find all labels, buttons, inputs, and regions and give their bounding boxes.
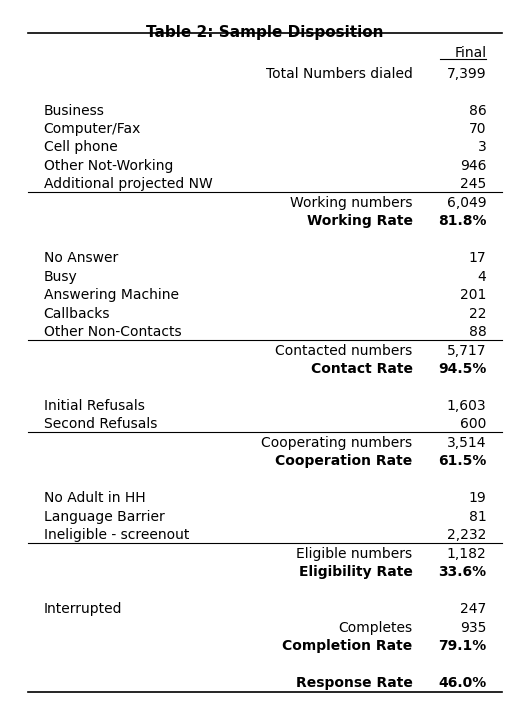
Text: Busy: Busy (43, 270, 77, 284)
Text: 86: 86 (469, 103, 487, 118)
Text: Other Not-Working: Other Not-Working (43, 159, 173, 173)
Text: 94.5%: 94.5% (438, 362, 487, 376)
Text: 81: 81 (469, 510, 487, 523)
Text: Language Barrier: Language Barrier (43, 510, 164, 523)
Text: 81.8%: 81.8% (438, 214, 487, 228)
Text: Final: Final (454, 47, 487, 60)
Text: 46.0%: 46.0% (438, 676, 487, 690)
Text: 88: 88 (469, 325, 487, 339)
Text: 6,049: 6,049 (447, 196, 487, 210)
Text: Table 2: Sample Disposition: Table 2: Sample Disposition (146, 25, 384, 39)
Text: No Adult in HH: No Adult in HH (43, 491, 145, 505)
Text: Ineligible - screenout: Ineligible - screenout (43, 529, 189, 542)
Text: Cell phone: Cell phone (43, 140, 117, 154)
Text: Cooperation Rate: Cooperation Rate (276, 454, 413, 468)
Text: Cooperating numbers: Cooperating numbers (261, 436, 413, 450)
Text: 935: 935 (460, 621, 487, 635)
Text: 2,232: 2,232 (447, 529, 487, 542)
Text: No Answer: No Answer (43, 252, 118, 265)
Text: Working Rate: Working Rate (307, 214, 413, 228)
Text: Eligibility Rate: Eligibility Rate (299, 565, 413, 579)
Text: Completion Rate: Completion Rate (282, 639, 413, 653)
Text: 247: 247 (460, 602, 487, 616)
Text: 7,399: 7,399 (447, 67, 487, 81)
Text: Computer/Fax: Computer/Fax (43, 122, 141, 136)
Text: Working numbers: Working numbers (290, 196, 413, 210)
Text: 19: 19 (469, 491, 487, 505)
Text: 70: 70 (469, 122, 487, 136)
Text: Second Refusals: Second Refusals (43, 417, 157, 431)
Text: 600: 600 (460, 417, 487, 431)
Text: 22: 22 (469, 307, 487, 321)
Text: Additional projected NW: Additional projected NW (43, 177, 213, 191)
Text: Business: Business (43, 103, 104, 118)
Text: Total Numbers dialed: Total Numbers dialed (266, 67, 413, 81)
Text: Answering Machine: Answering Machine (43, 288, 179, 302)
Text: 33.6%: 33.6% (438, 565, 487, 579)
Text: Eligible numbers: Eligible numbers (296, 547, 413, 561)
Text: Callbacks: Callbacks (43, 307, 110, 321)
Text: 61.5%: 61.5% (438, 454, 487, 468)
Text: 5,717: 5,717 (447, 344, 487, 358)
Text: Contact Rate: Contact Rate (311, 362, 413, 376)
Text: Interrupted: Interrupted (43, 602, 122, 616)
Text: Other Non-Contacts: Other Non-Contacts (43, 325, 181, 339)
Text: 17: 17 (469, 252, 487, 265)
Text: Initial Refusals: Initial Refusals (43, 399, 145, 413)
Text: 245: 245 (460, 177, 487, 191)
Text: Contacted numbers: Contacted numbers (276, 344, 413, 358)
Text: Response Rate: Response Rate (296, 676, 413, 690)
Text: 201: 201 (460, 288, 487, 302)
Text: 3: 3 (478, 140, 487, 154)
Text: 79.1%: 79.1% (438, 639, 487, 653)
Text: 3,514: 3,514 (447, 436, 487, 450)
Text: 946: 946 (460, 159, 487, 173)
Text: 4: 4 (478, 270, 487, 284)
Text: 1,182: 1,182 (447, 547, 487, 561)
Text: Completes: Completes (339, 621, 413, 635)
Text: 1,603: 1,603 (447, 399, 487, 413)
